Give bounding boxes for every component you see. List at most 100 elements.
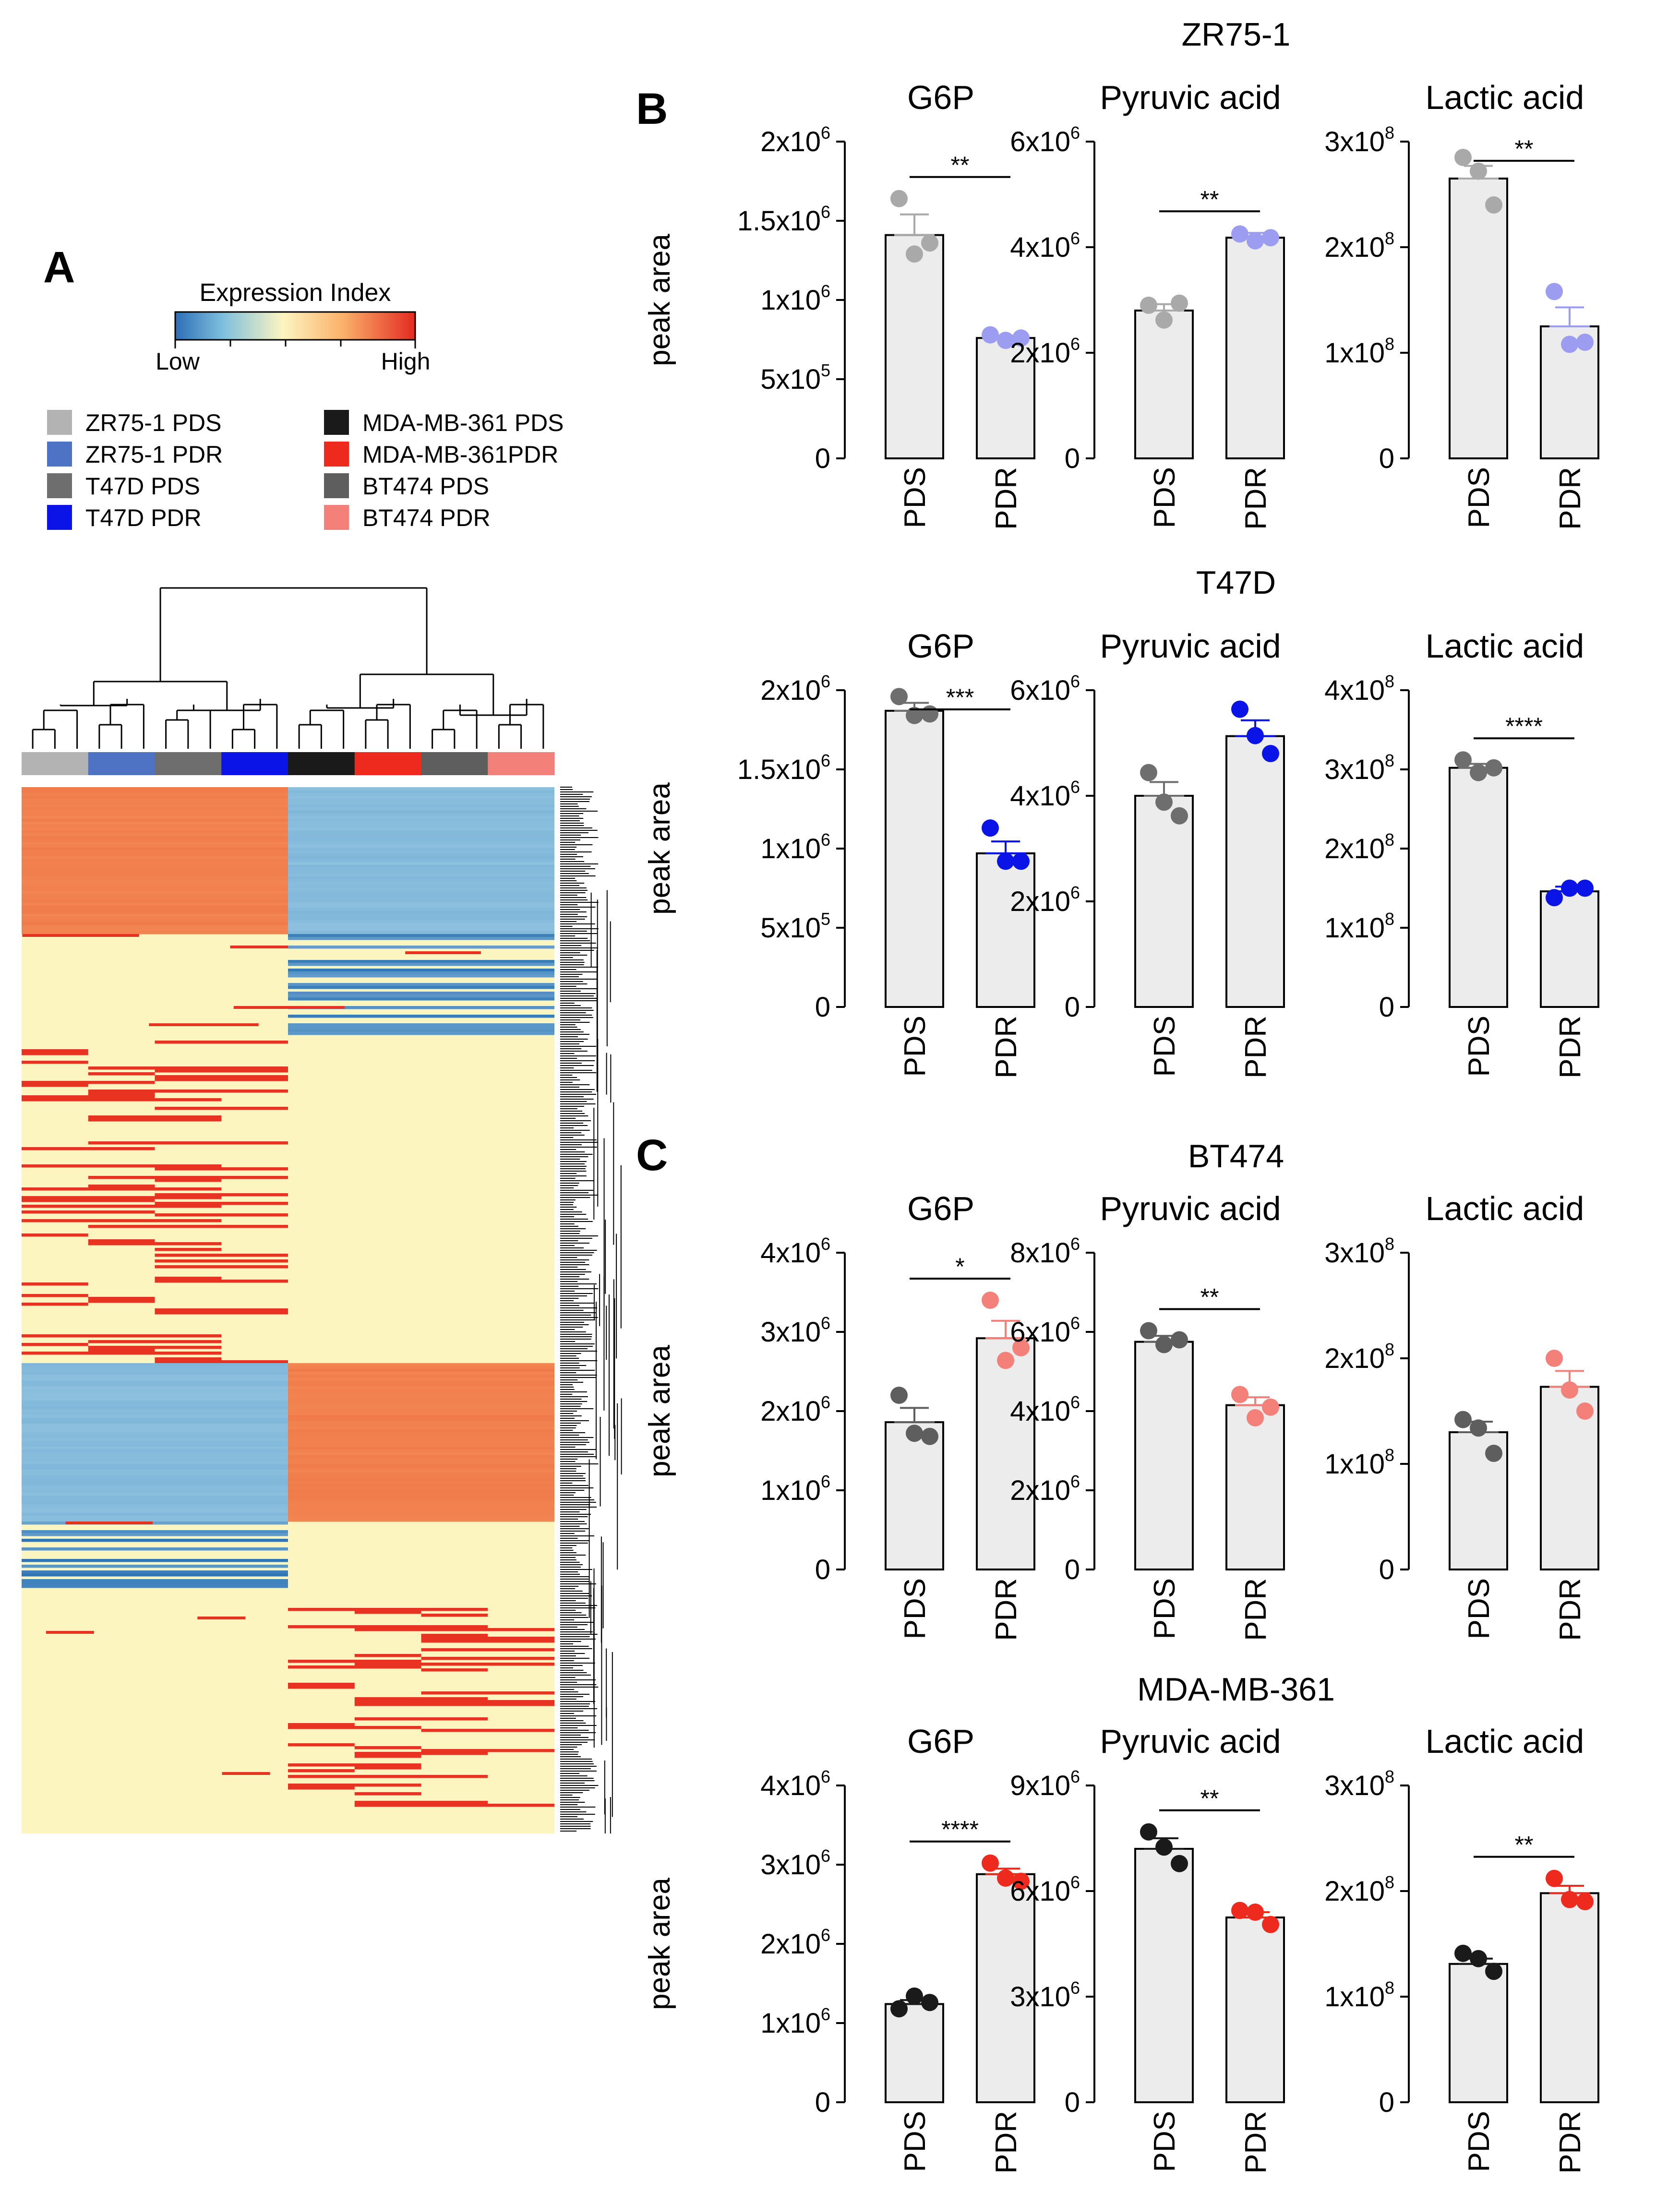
chart-title: G6P xyxy=(907,79,974,116)
heatmap-red-row xyxy=(22,1294,88,1297)
category-label: PDS xyxy=(1463,2111,1496,2172)
data-point xyxy=(1470,162,1487,180)
cell-line-title-zr75-1: ZR75-1 xyxy=(1182,16,1291,53)
heatmap-row-left xyxy=(22,848,288,851)
heatmap-row-right xyxy=(288,1513,554,1516)
heatmap-row-left xyxy=(22,1438,288,1441)
significance-label: * xyxy=(955,1253,964,1280)
heatmap-row-right xyxy=(288,1455,554,1459)
heatmap-row-left xyxy=(22,1441,288,1444)
category-label: PDR xyxy=(1239,1016,1272,1078)
heatmap-row-left xyxy=(22,888,288,891)
heatmap-row-right xyxy=(288,825,554,828)
chart-3-3: Lactic acid 0 1x108 2x108 3x108 PDS PDR xyxy=(1324,1190,1599,1641)
data-point xyxy=(921,234,938,252)
heatmap-row-right xyxy=(288,1426,554,1430)
chart-3-1: G6P 0 1x106 2x106 3x106 4x106 peak area PDS PDR * xyxy=(643,1190,1035,1641)
data-point xyxy=(997,332,1014,349)
heatmap-row-right xyxy=(288,882,554,886)
heatmap-row-left xyxy=(22,816,288,819)
heatmap-blue-row xyxy=(288,969,554,972)
heatmap-row-left xyxy=(22,1504,288,1508)
panel-label-b: B xyxy=(636,84,668,133)
heatmap-row-right xyxy=(288,862,554,865)
data-point xyxy=(1485,759,1502,777)
y-tick-label: 1.5x106 xyxy=(737,202,830,237)
heatmap-row-left xyxy=(22,905,288,909)
heatmap-red-row xyxy=(155,1357,222,1361)
cell-line-title-bt474: BT474 xyxy=(1188,1138,1284,1174)
heatmap-row-right xyxy=(288,813,554,816)
legend-label: T47D PDR xyxy=(85,504,202,531)
y-tick-label: 0 xyxy=(815,992,830,1023)
y-tick-label: 6x106 xyxy=(1010,1872,1080,1907)
heatmap-row-right xyxy=(288,845,554,848)
category-label: PDR xyxy=(990,2111,1023,2174)
category-label: PDR xyxy=(1239,2111,1272,2174)
heatmap-row-right xyxy=(288,819,554,822)
heatmap-red-row xyxy=(88,1176,288,1179)
bar-pds xyxy=(1449,178,1508,459)
significance-label: ** xyxy=(1200,1284,1219,1311)
data-point xyxy=(1546,283,1563,300)
chart-title: Lactic acid xyxy=(1426,79,1584,116)
y-tick-label: 0 xyxy=(1065,1554,1080,1585)
heatmap-red-row xyxy=(288,1665,421,1669)
heatmap-red-row xyxy=(233,1006,345,1009)
heatmap-row-right xyxy=(288,920,554,923)
y-tick-label: 1.5x106 xyxy=(737,751,830,785)
y-tick-label: 4x108 xyxy=(1324,671,1394,706)
heatmap-row-right xyxy=(288,928,554,932)
heatmap-row-right xyxy=(288,888,554,891)
heatmap-red-row xyxy=(88,1072,155,1076)
heatmap-red-row xyxy=(22,1049,88,1053)
data-point xyxy=(890,688,908,706)
heatmap-row-left xyxy=(22,1475,288,1479)
group-bar-segment xyxy=(221,752,288,775)
data-point xyxy=(1155,1838,1173,1856)
heatmap-row-right xyxy=(288,816,554,819)
heatmap-red-row xyxy=(421,1668,488,1672)
heatmap-red-row xyxy=(354,1801,488,1804)
heatmap-row-right xyxy=(288,1421,554,1424)
heatmap-row-right xyxy=(288,1378,554,1381)
heatmap-row-left xyxy=(22,891,288,894)
heatmap-red-row xyxy=(88,1090,288,1093)
heatmap-red-row xyxy=(354,1804,554,1807)
heatmap-row-left xyxy=(22,850,288,854)
heatmap-row-left xyxy=(22,796,288,799)
heatmap-row-left xyxy=(22,1435,288,1438)
chart-2-2: Pyruvic acid 0 2x106 4x106 6x106 PDS PDR xyxy=(1010,627,1285,1078)
heatmap-row-right xyxy=(288,790,554,793)
heatmap-row-right xyxy=(288,1487,554,1490)
data-point xyxy=(982,1854,999,1872)
y-tick-label: 0 xyxy=(1379,992,1394,1023)
data-point xyxy=(906,707,923,724)
data-point xyxy=(1561,1381,1578,1399)
y-tick-label: 1x106 xyxy=(760,1472,830,1506)
heatmap-row-left xyxy=(22,879,288,883)
chart-title: Lactic acid xyxy=(1426,1190,1584,1227)
data-point xyxy=(1454,1944,1472,1962)
y-axis-label: peak area xyxy=(643,1878,676,2010)
heatmap-red-row xyxy=(22,1061,88,1064)
heatmap-row-right xyxy=(288,1481,554,1485)
category-label: PDS xyxy=(899,1578,932,1639)
heatmap-red-row xyxy=(155,1179,222,1182)
category-label: PDR xyxy=(1554,1016,1587,1078)
data-point xyxy=(1247,232,1264,250)
heatmap-row-left xyxy=(22,1461,288,1464)
heatmap-row-right xyxy=(288,871,554,874)
category-label: PDS xyxy=(1148,1578,1181,1639)
legend-swatch xyxy=(47,473,72,498)
heatmap-row-right xyxy=(288,1452,554,1456)
heatmap-red-row xyxy=(88,1340,222,1343)
heatmap-row-right xyxy=(288,1458,554,1461)
heatmap-blue-row xyxy=(22,1579,288,1582)
data-point xyxy=(1470,1419,1487,1437)
category-label: PDS xyxy=(1148,2111,1181,2172)
legend-title: Expression Index xyxy=(200,279,391,307)
y-tick-label: 1x106 xyxy=(760,2004,830,2039)
chart-title: Pyruvic acid xyxy=(1100,79,1281,116)
group-bar-segment xyxy=(22,752,89,775)
